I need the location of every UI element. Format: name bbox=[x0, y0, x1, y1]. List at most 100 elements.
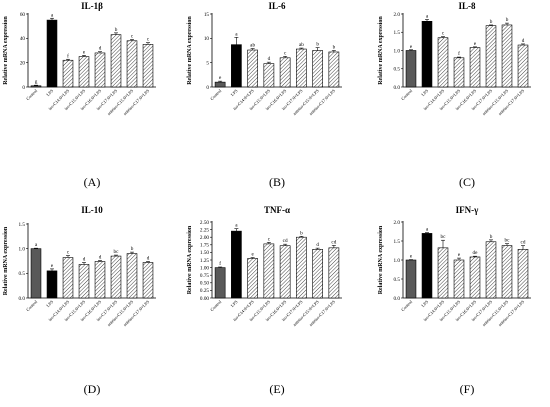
significance-letter: a bbox=[51, 12, 54, 18]
category-label: Control bbox=[400, 299, 414, 313]
chart-title: TNF-α bbox=[264, 205, 290, 215]
bar bbox=[421, 20, 433, 88]
category-label: Control bbox=[209, 88, 223, 102]
bar bbox=[296, 48, 307, 88]
chart-title: IL-1β bbox=[81, 1, 103, 11]
significance-letter: d bbox=[99, 255, 102, 261]
bar bbox=[517, 44, 529, 88]
chart-panel-2: IL-6 Relative mRNA expression 0 5 10 15 e Contr… bbox=[187, 1, 342, 189]
y-axis-label: Relative mRNA expression bbox=[378, 16, 384, 85]
category-label: Control bbox=[400, 88, 414, 102]
bar bbox=[247, 258, 258, 299]
bar bbox=[126, 40, 138, 88]
bar bbox=[30, 248, 42, 299]
bar bbox=[110, 34, 122, 88]
significance-letter: de bbox=[473, 250, 479, 256]
y-tick-label: 0.0 bbox=[19, 296, 26, 302]
significance-letter: a bbox=[235, 223, 238, 229]
significance-letter: b bbox=[490, 234, 493, 240]
significance-letter: e bbox=[474, 41, 477, 47]
bar bbox=[279, 57, 291, 88]
significance-letter: a bbox=[35, 242, 38, 248]
panel-label: (B) bbox=[269, 175, 285, 189]
bar bbox=[110, 255, 122, 299]
chart-panel-4: IL-10 Relative mRNA expression 0.0 0.5 1.0 1.… bbox=[3, 205, 156, 396]
bar bbox=[62, 59, 74, 88]
chart-panel-5: TNF-α Relative mRNA expression 0.00 0.250.5… bbox=[187, 205, 342, 396]
bar bbox=[312, 249, 323, 299]
significance-letter: f bbox=[219, 260, 221, 267]
y-tick-label: 0.0 bbox=[394, 296, 401, 302]
bar bbox=[214, 81, 226, 88]
significance-letter: e bbox=[410, 44, 413, 50]
significance-letter: bc bbox=[441, 234, 447, 240]
category-label: Control bbox=[25, 88, 39, 102]
y-tick-label: 2.25 bbox=[200, 227, 209, 233]
significance-letter: d bbox=[83, 256, 86, 262]
bar bbox=[328, 51, 340, 88]
bar bbox=[46, 270, 58, 299]
y-tick-label: 40 bbox=[20, 36, 26, 42]
bar bbox=[126, 253, 138, 299]
panel-label: (F) bbox=[460, 382, 475, 396]
significance-letter: e bbox=[251, 252, 254, 258]
significance-letter: e bbox=[410, 254, 413, 260]
significance-letter: d bbox=[316, 242, 319, 248]
panel-label: (A) bbox=[84, 175, 101, 189]
significance-letter: b bbox=[316, 42, 319, 48]
y-tick-label: 1.00 bbox=[200, 265, 209, 271]
significance-letter: e bbox=[219, 75, 222, 81]
y-tick-label: 1.75 bbox=[200, 243, 209, 249]
bar bbox=[469, 256, 481, 299]
chart-title: IFN-γ bbox=[456, 205, 479, 215]
bar bbox=[231, 230, 242, 299]
significance-letter: f bbox=[458, 50, 460, 57]
bar bbox=[421, 233, 433, 299]
y-tick-label: 2.0 bbox=[394, 220, 401, 226]
y-tick-label: 0.25 bbox=[200, 288, 209, 294]
significance-letter: c bbox=[268, 236, 271, 242]
panel-label: (E) bbox=[269, 382, 284, 396]
bar bbox=[328, 247, 340, 299]
significance-letter: d bbox=[522, 38, 525, 44]
bar bbox=[469, 47, 481, 88]
chart-panel-3: IL-8 Relative mRNA expression 0.0 0.5 1.0 1.5… bbox=[378, 1, 531, 189]
significance-letter: cd bbox=[521, 240, 526, 246]
bar bbox=[501, 245, 513, 299]
bar bbox=[296, 236, 307, 299]
bar bbox=[247, 49, 258, 88]
y-tick-label: 1.0 bbox=[394, 258, 401, 264]
y-tick-label: 5 bbox=[206, 60, 209, 66]
bar bbox=[405, 259, 417, 299]
significance-letter: b bbox=[490, 19, 493, 25]
significance-letter: f bbox=[67, 52, 69, 59]
y-tick-label: 20 bbox=[20, 60, 26, 66]
y-tick-label: 1.5 bbox=[394, 239, 401, 245]
significance-letter: ab bbox=[250, 43, 255, 49]
y-tick-label: 60 bbox=[20, 12, 26, 18]
bar bbox=[437, 247, 449, 299]
significance-letter: e bbox=[458, 252, 461, 258]
y-tick-label: 0.00 bbox=[200, 296, 209, 302]
category-label: Control bbox=[209, 299, 223, 313]
y-tick-label: 0 bbox=[206, 85, 209, 91]
bar bbox=[279, 245, 291, 299]
significance-letter: e bbox=[83, 49, 86, 55]
significance-letter: e bbox=[51, 263, 54, 269]
significance-letter: b bbox=[115, 27, 118, 33]
significance-letter: a bbox=[235, 31, 238, 37]
significance-letter: c bbox=[442, 31, 445, 37]
y-tick-label: 2.50 bbox=[200, 220, 209, 226]
significance-letter: b bbox=[300, 230, 303, 236]
significance-letter: b bbox=[506, 17, 509, 23]
y-tick-label: 1.5 bbox=[19, 222, 26, 228]
category-label: LPS bbox=[420, 299, 429, 308]
y-tick-label: 0.75 bbox=[200, 273, 209, 279]
bar bbox=[94, 52, 106, 88]
bar bbox=[453, 57, 465, 88]
significance-letter: cd bbox=[283, 238, 288, 244]
y-tick-label: 0.5 bbox=[19, 271, 26, 277]
y-axis-label: Relative mRNA expression bbox=[187, 16, 193, 85]
bar bbox=[142, 262, 154, 299]
